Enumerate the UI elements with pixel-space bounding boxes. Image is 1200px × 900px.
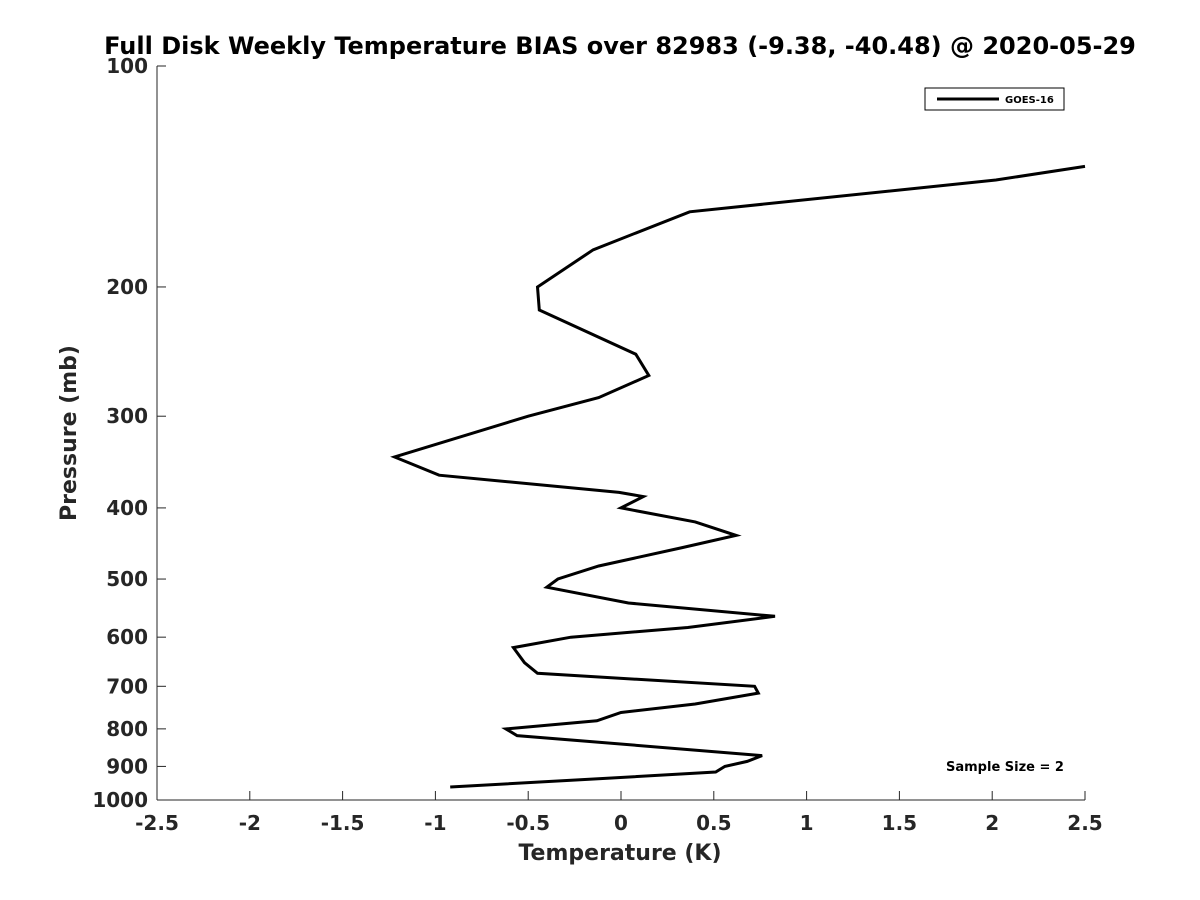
data-point <box>592 248 595 251</box>
data-point <box>714 771 717 774</box>
data-point <box>627 602 630 605</box>
data-point <box>597 396 600 399</box>
x-tick-label: -1 <box>424 811 446 835</box>
legend: GOES-16 <box>924 87 1065 111</box>
data-point <box>523 661 526 664</box>
x-tick-label: -0.5 <box>506 811 550 835</box>
data-point <box>688 210 691 213</box>
x-axis-label: Temperature (K) <box>518 841 721 866</box>
data-point <box>1084 165 1087 168</box>
data-point <box>694 520 697 523</box>
data-point <box>536 286 539 289</box>
data-point <box>545 586 548 589</box>
data-point <box>761 754 764 757</box>
data-point <box>595 719 598 722</box>
y-tick-label: 400 <box>106 496 148 520</box>
y-tick-label: 800 <box>106 717 148 741</box>
data-point <box>620 711 623 714</box>
data-point <box>449 786 452 789</box>
data-point <box>599 777 602 780</box>
chart-title: Full Disk Weekly Temperature BIAS over 8… <box>104 32 1136 60</box>
data-point <box>642 495 645 498</box>
data-point <box>556 578 559 581</box>
y-tick-label: 100 <box>106 54 148 78</box>
data-point <box>512 646 515 649</box>
data-point <box>620 506 623 509</box>
x-tick-label: -2.5 <box>135 811 179 835</box>
data-point <box>438 474 441 477</box>
y-tick-label: 900 <box>106 754 148 778</box>
x-tick-label: 0 <box>614 811 628 835</box>
data-point <box>538 309 541 312</box>
data-point <box>774 615 777 618</box>
data-point <box>393 456 396 459</box>
x-tick-label: 1.5 <box>882 811 917 835</box>
sample-size-annotation: Sample Size = 2 <box>946 760 1064 775</box>
x-tick-label: 1 <box>800 811 814 835</box>
data-point <box>647 374 650 377</box>
data-point <box>504 727 507 730</box>
x-tick-label: -2 <box>239 811 261 835</box>
data-point <box>723 765 726 768</box>
y-tick-label: 700 <box>106 674 148 698</box>
y-tick-label: 600 <box>106 625 148 649</box>
data-point <box>746 760 749 763</box>
y-axis: 100 200 300 400 500 600 700 800 900 1000 <box>92 54 166 812</box>
data-point <box>536 672 539 675</box>
data-point <box>681 546 684 549</box>
data-point <box>634 353 637 356</box>
x-axis: -2.5 -2 -1.5 -1 -0.5 0 0.5 1 1.5 2 2.5 <box>135 791 1103 835</box>
plot-area <box>157 66 1085 800</box>
data-point <box>735 534 738 537</box>
data-point <box>753 685 756 688</box>
y-axis-label: Pressure (mb) <box>57 345 82 521</box>
data-point <box>527 415 530 418</box>
x-tick-label: -1.5 <box>321 811 365 835</box>
y-tick-label: 300 <box>106 404 148 428</box>
data-point <box>757 692 760 695</box>
data-point <box>569 636 572 639</box>
data-point <box>618 491 621 494</box>
x-tick-label: 0.5 <box>696 811 731 835</box>
data-point <box>694 703 697 706</box>
data-point <box>516 734 519 737</box>
legend-entry-goes-16: GOES-16 <box>1005 95 1054 106</box>
y-tick-label: 200 <box>106 275 148 299</box>
x-tick-label: 2.5 <box>1067 811 1102 835</box>
y-tick-label: 1000 <box>92 788 148 812</box>
data-point <box>994 179 997 182</box>
series-line-goes-16 <box>390 164 1086 789</box>
x-tick-label: 2 <box>985 811 999 835</box>
data-point <box>597 565 600 568</box>
data-point <box>686 626 689 629</box>
y-tick-label: 500 <box>106 567 148 591</box>
